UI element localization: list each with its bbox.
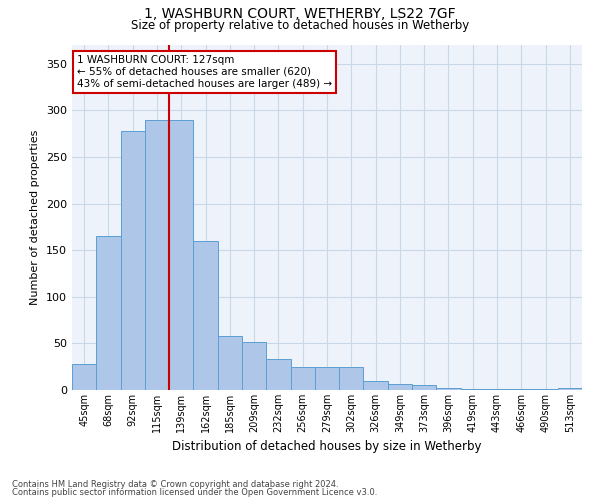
Text: Size of property relative to detached houses in Wetherby: Size of property relative to detached ho… — [131, 19, 469, 32]
Bar — [193, 241, 218, 390]
Bar — [558, 388, 582, 390]
Y-axis label: Number of detached properties: Number of detached properties — [31, 130, 40, 305]
Bar — [290, 366, 315, 390]
Bar — [412, 386, 436, 390]
Bar — [388, 384, 412, 390]
Bar — [315, 366, 339, 390]
Bar — [364, 380, 388, 390]
Text: Contains public sector information licensed under the Open Government Licence v3: Contains public sector information licen… — [12, 488, 377, 497]
Bar — [266, 359, 290, 390]
Bar — [169, 120, 193, 390]
Bar — [509, 389, 533, 390]
X-axis label: Distribution of detached houses by size in Wetherby: Distribution of detached houses by size … — [172, 440, 482, 454]
Bar — [121, 131, 145, 390]
Bar — [218, 336, 242, 390]
Bar — [461, 389, 485, 390]
Bar — [96, 236, 121, 390]
Text: 1 WASHBURN COURT: 127sqm
← 55% of detached houses are smaller (620)
43% of semi-: 1 WASHBURN COURT: 127sqm ← 55% of detach… — [77, 56, 332, 88]
Bar — [533, 389, 558, 390]
Bar — [485, 389, 509, 390]
Text: Contains HM Land Registry data © Crown copyright and database right 2024.: Contains HM Land Registry data © Crown c… — [12, 480, 338, 489]
Bar — [72, 364, 96, 390]
Bar — [145, 120, 169, 390]
Bar — [339, 366, 364, 390]
Text: 1, WASHBURN COURT, WETHERBY, LS22 7GF: 1, WASHBURN COURT, WETHERBY, LS22 7GF — [144, 8, 456, 22]
Bar — [242, 342, 266, 390]
Bar — [436, 388, 461, 390]
